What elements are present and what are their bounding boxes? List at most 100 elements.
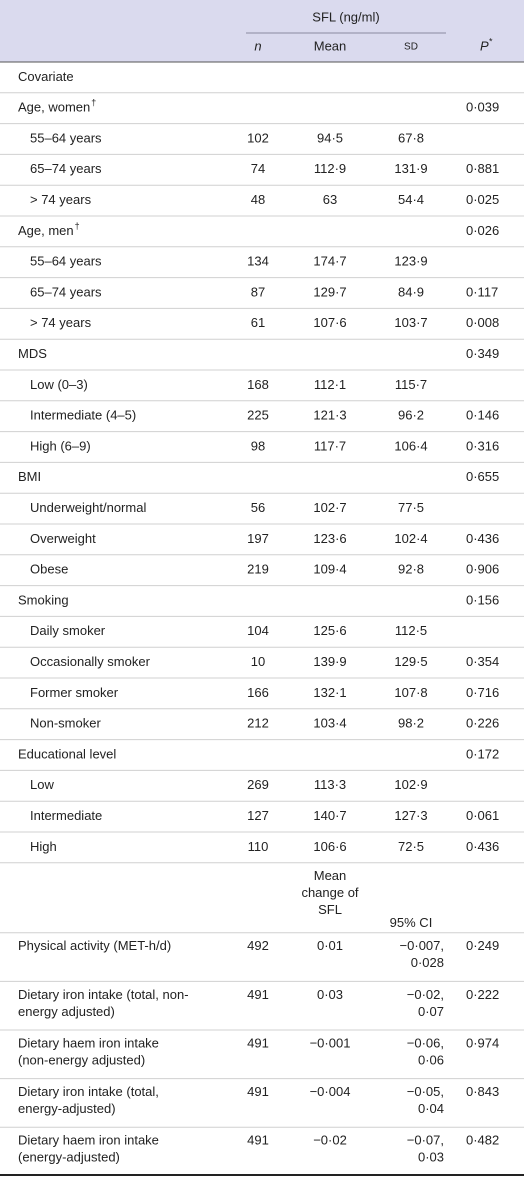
n-value: 491 [247,1133,269,1148]
mean-value: 94·5 [317,130,343,145]
n-value: 61 [251,315,265,330]
item-label: energy-adjusted) [18,1101,116,1116]
p-value: 0·436 [466,531,499,546]
item-label: Low (0–3) [30,377,88,392]
mean-value: −0·004 [310,1084,351,1099]
mean-change-header: SFL [318,902,342,917]
item-label: 65–74 years [30,161,102,176]
n-value: 166 [247,685,269,700]
col-p-mark: * [489,36,493,46]
item-label: (non-energy adjusted) [18,1052,145,1067]
p-value: 0·222 [466,987,499,1002]
sd-value: 112·5 [395,623,427,638]
mean-value: 112·9 [314,161,346,176]
n-value: 491 [247,1035,269,1050]
mean-value: −0·02 [313,1133,347,1148]
col-p: P [480,38,489,53]
item-label: Physical activity (MET-h/d) [18,938,171,953]
n-value: 74 [251,161,265,176]
item-label: Underweight/normal [30,500,146,515]
n-value: 168 [247,377,269,392]
n-value: 10 [251,654,265,669]
sd-value: 72·5 [398,839,424,854]
mean-value: −0·001 [310,1035,351,1050]
n-value: 219 [247,562,269,577]
p-value: 0·655 [466,469,499,484]
ci-value: 0·04 [418,1101,444,1116]
p-value: 0·906 [466,562,499,577]
n-value: 110 [248,839,269,854]
item-label: Obese [30,562,68,577]
p-value: 0·349 [466,346,499,361]
group-label: Age, women [18,100,90,115]
group-label: Age, men [18,223,74,238]
item-label: Dietary haem iron intake [18,1035,159,1050]
n-value: 492 [247,938,269,953]
p-value: 0·172 [466,746,499,761]
p-value: 0·881 [466,161,499,176]
mean-value: 140·7 [313,808,346,823]
p-value: 0·436 [466,839,499,854]
ci-value: −0·06, [407,1035,444,1050]
header-band [0,0,524,62]
item-label: Former smoker [30,685,119,700]
p-value: 0·061 [466,808,499,823]
item-label: Daily smoker [30,623,106,638]
item-label: energy adjusted) [18,1004,115,1019]
sd-value: 107·8 [394,685,427,700]
item-label: 65–74 years [30,284,102,299]
item-label: High [30,839,57,854]
mean-value: 106·6 [313,839,346,854]
sd-value: 77·5 [398,500,424,515]
ci-value: −0·02, [407,987,444,1002]
mean-change-header: Mean [314,868,347,883]
n-value: 56 [251,500,265,515]
sd-value: 123·9 [394,254,427,269]
item-label: Overweight [30,531,96,546]
item-label: Dietary haem iron intake [18,1133,159,1148]
group-mark: † [91,98,96,108]
p-value: 0·008 [466,315,499,330]
item-label: High (6–9) [30,438,91,453]
sd-value: 84·9 [398,284,424,299]
mean-value: 123·6 [313,531,346,546]
item-label: 55–64 years [30,130,102,145]
item-label: (energy-adjusted) [18,1150,120,1165]
group-label: Smoking [18,592,69,607]
col-sd: SD [404,42,418,53]
sd-value: 92·8 [398,562,424,577]
col-n: n [254,38,261,53]
group-label: Educational level [18,746,116,761]
ci-value: 0·028 [411,955,444,970]
p-value: 0·354 [466,654,499,669]
item-label: Dietary iron intake (total, [18,1084,159,1099]
p-value: 0·716 [466,685,499,700]
item-label: Intermediate [30,808,102,823]
item-label: Intermediate (4–5) [30,408,136,423]
p-value: 0·117 [466,284,498,299]
ci-value: 0·07 [418,1004,444,1019]
group-label: MDS [18,346,47,361]
caption-row: Covariate [18,69,74,84]
p-value: 0·039 [466,100,499,115]
item-label: Low [30,777,54,792]
n-value: 225 [247,408,269,423]
n-value: 127 [247,808,269,823]
p-value: 0·146 [466,408,499,423]
item-label: Non-smoker [30,716,101,731]
group-mark: † [75,221,80,231]
mean-value: 132·1 [313,685,346,700]
mean-value: 121·3 [313,408,346,423]
mean-value: 0·03 [317,987,343,1002]
item-label: Occasionally smoker [30,654,151,669]
n-value: 212 [247,716,269,731]
ci-value: 0·03 [418,1150,444,1165]
mean-value: 117·7 [314,438,346,453]
n-value: 134 [247,254,269,269]
mean-value: 103·4 [313,716,346,731]
mean-value: 125·6 [313,623,346,638]
n-value: 491 [247,987,269,1002]
sd-value: 129·5 [394,654,427,669]
sd-value: 98·2 [398,716,424,731]
mean-value: 174·7 [313,254,346,269]
